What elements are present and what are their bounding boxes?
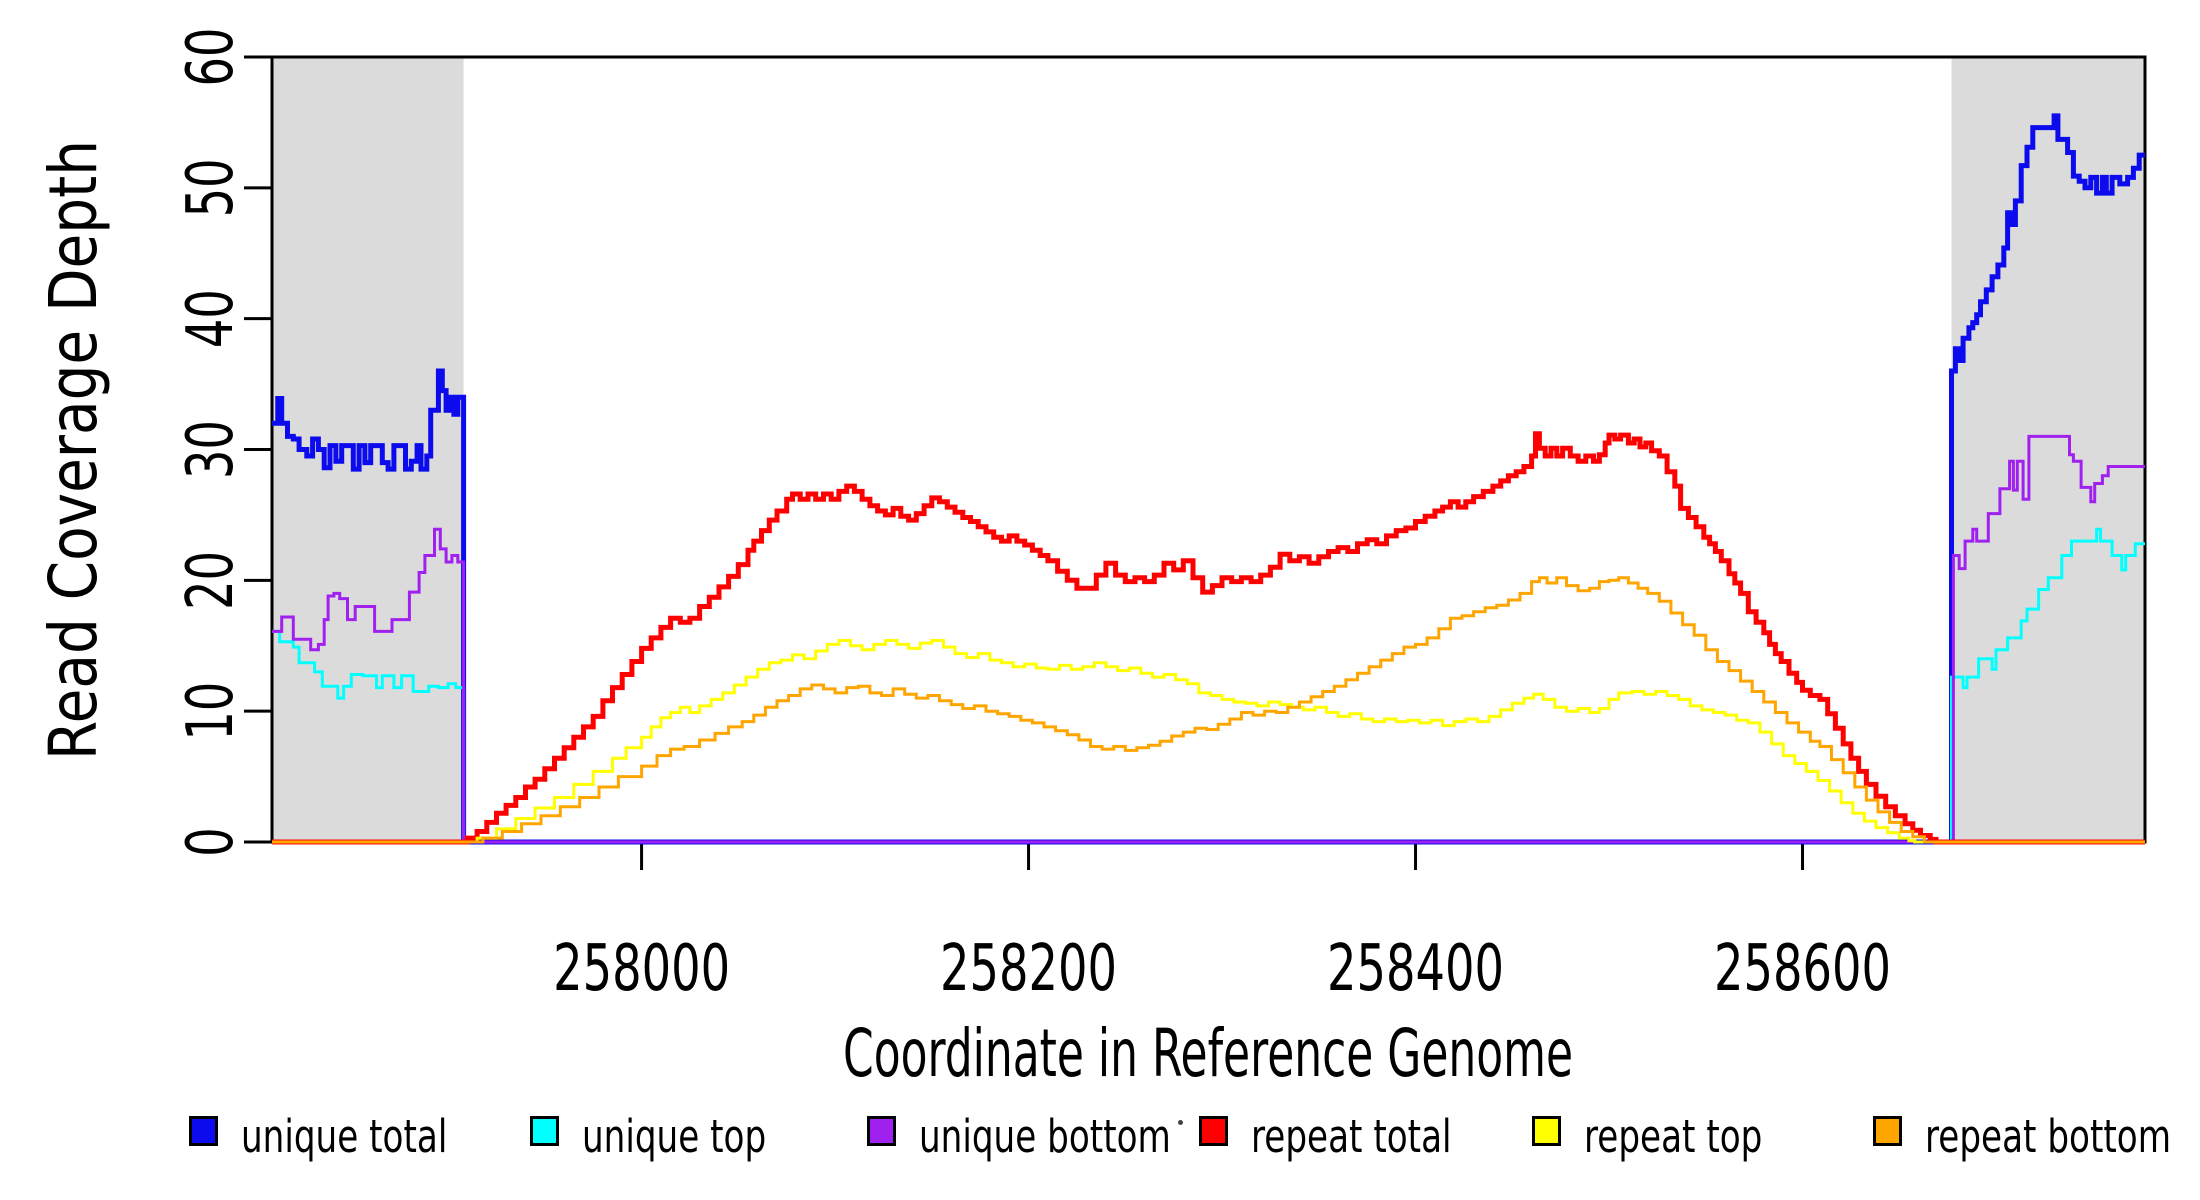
series-line-repeat-bottom: [272, 576, 2145, 844]
x-tick-label: 258000: [553, 932, 730, 1006]
plot-box: [270, 55, 2147, 844]
y-tick-label: 20: [174, 551, 248, 610]
series-line-unique-bottom: [272, 434, 2145, 844]
y-tick-label: 30: [174, 420, 248, 479]
y-tick-label: 60: [174, 28, 248, 87]
shaded-region-right: [1951, 57, 2145, 842]
series-line-repeat-total: [272, 431, 2145, 845]
y-tick-label: 40: [174, 289, 248, 348]
series-line-unique-top: [272, 527, 2145, 844]
y-tick-label: 50: [174, 158, 248, 217]
chart-layer: 258000 258200 258400 258600 0 10 20 30 40 50 60: [174, 28, 2147, 1006]
series-line-repeat-top: [272, 639, 2145, 844]
y-tick-label: 10: [174, 682, 248, 741]
x-tick-label: 258600: [1714, 932, 1891, 1006]
x-tick-label: 258400: [1327, 932, 1504, 1006]
y-tick-label: 0: [174, 827, 248, 857]
x-tick-label: 258200: [940, 932, 1117, 1006]
series-line-unique-total: [272, 113, 2145, 845]
x-axis-title: Coordinate in Reference Genome: [843, 1015, 1573, 1092]
y-axis-title: Read Coverage Depth: [35, 140, 112, 760]
